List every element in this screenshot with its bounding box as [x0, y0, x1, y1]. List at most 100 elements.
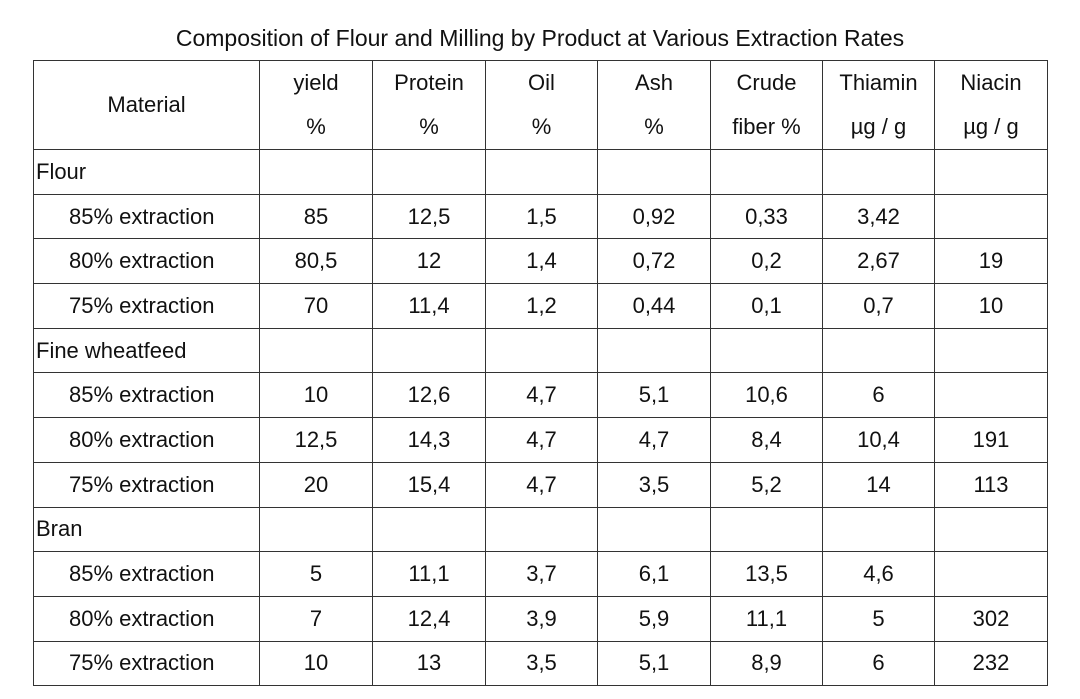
table-cell: [597, 506, 711, 553]
table-cell: 4,7: [485, 417, 598, 463]
table-cell: 0,7: [822, 283, 935, 329]
group-label: Flour: [33, 149, 260, 195]
table-cell: 6: [822, 372, 935, 419]
table-cell: 2,67: [822, 238, 935, 285]
table-cell: 19: [934, 238, 1048, 285]
table-cell: 10: [934, 283, 1048, 329]
table-row: 85% extraction 85 12,5 1,5 0,92 0,33 3,42: [33, 193, 1048, 240]
table-cell: 1,2: [485, 283, 598, 329]
table-cell: [822, 327, 935, 374]
table-cell: [710, 327, 823, 374]
table-cell: 3,42: [822, 193, 935, 240]
table-cell: 3,5: [485, 640, 598, 687]
table-cell: 11,1: [372, 551, 486, 597]
table-cell: [710, 149, 823, 195]
header-protein: Protein%: [372, 60, 486, 150]
row-label: 85% extraction: [33, 193, 260, 240]
table-cell: 8,4: [710, 417, 823, 463]
table-cell: 15,4: [372, 461, 486, 508]
table-cell: 70: [259, 283, 373, 329]
table-row: Flour: [33, 149, 1048, 195]
header-material: Material: [33, 60, 260, 150]
table-cell: 12,4: [372, 595, 486, 642]
table-cell: [934, 327, 1048, 374]
table-cell: 1,4: [485, 238, 598, 285]
table-cell: 12,5: [372, 193, 486, 240]
group-label: Fine wheatfeed: [33, 327, 260, 374]
table-cell: 5: [822, 595, 935, 642]
table-cell: 8,9: [710, 640, 823, 687]
table-cell: [597, 149, 711, 195]
table-cell: 14: [822, 461, 935, 508]
table-cell: [822, 149, 935, 195]
composition-table: Material yield% Protein% Oil% Ash% Crude…: [33, 60, 1048, 687]
table-row: 75% extraction 10 13 3,5 5,1 8,9 6 232: [33, 640, 1048, 687]
header-ash: Ash%: [597, 60, 711, 150]
row-label: 85% extraction: [33, 551, 260, 597]
table-cell: 4,7: [597, 417, 711, 463]
row-label: 85% extraction: [33, 372, 260, 419]
table-cell: [485, 327, 598, 374]
table-cell: [934, 149, 1048, 195]
header-oil: Oil%: [485, 60, 598, 150]
table-cell: 5,2: [710, 461, 823, 508]
header-row: Material yield% Protein% Oil% Ash% Crude…: [33, 60, 1048, 150]
table-row: 80% extraction 12,5 14,3 4,7 4,7 8,4 10,4 191: [33, 417, 1048, 463]
table-cell: 10: [259, 640, 373, 687]
table-cell: 5,1: [597, 372, 711, 419]
table-cell: [934, 193, 1048, 240]
table-cell: 10,4: [822, 417, 935, 463]
table-cell: [259, 149, 373, 195]
table-cell: 5: [259, 551, 373, 597]
table-cell: 0,44: [597, 283, 711, 329]
header-yield: yield%: [259, 60, 373, 150]
table-cell: 12,6: [372, 372, 486, 419]
table-cell: 4,7: [485, 461, 598, 508]
table-row: 80% extraction 7 12,4 3,9 5,9 11,1 5 302: [33, 595, 1048, 642]
table-cell: 12: [372, 238, 486, 285]
table-cell: [372, 149, 486, 195]
table-cell: 0,72: [597, 238, 711, 285]
table-cell: 232: [934, 640, 1048, 687]
table-row: 85% extraction 10 12,6 4,7 5,1 10,6 6: [33, 372, 1048, 419]
table-cell: 1,5: [485, 193, 598, 240]
table-cell: 11,4: [372, 283, 486, 329]
row-label: 80% extraction: [33, 595, 260, 642]
table-row: 75% extraction 20 15,4 4,7 3,5 5,2 14 113: [33, 461, 1048, 508]
table-cell: 13: [372, 640, 486, 687]
table-cell: 13,5: [710, 551, 823, 597]
table-cell: [822, 506, 935, 553]
table-cell: 5,9: [597, 595, 711, 642]
table-cell: 6,1: [597, 551, 711, 597]
table-cell: 3,7: [485, 551, 598, 597]
table-cell: 191: [934, 417, 1048, 463]
row-label: 80% extraction: [33, 238, 260, 285]
row-label: 75% extraction: [33, 640, 260, 687]
table-cell: 5,1: [597, 640, 711, 687]
table-cell: 4,7: [485, 372, 598, 419]
table-row: Fine wheatfeed: [33, 327, 1048, 374]
table-cell: 0,33: [710, 193, 823, 240]
table-cell: 4,6: [822, 551, 935, 597]
header-crude-fiber: Crude fiber %: [710, 60, 823, 150]
table-cell: 12,5: [259, 417, 373, 463]
table-cell: 0,92: [597, 193, 711, 240]
table-cell: [372, 506, 486, 553]
table-cell: 7: [259, 595, 373, 642]
table-cell: 3,5: [597, 461, 711, 508]
table-cell: 6: [822, 640, 935, 687]
table-cell: [934, 372, 1048, 419]
table-cell: 0,1: [710, 283, 823, 329]
header-niacin: Niacin µg / g: [934, 60, 1048, 150]
table-cell: 113: [934, 461, 1048, 508]
table-cell: [259, 506, 373, 553]
table-cell: [259, 327, 373, 374]
table-cell: [934, 506, 1048, 553]
table-title: Composition of Flour and Milling by Prod…: [175, 25, 905, 51]
table-cell: 0,2: [710, 238, 823, 285]
table-cell: [485, 506, 598, 553]
table-row: Bran: [33, 506, 1048, 553]
table-row: 80% extraction 80,5 12 1,4 0,72 0,2 2,67 19: [33, 238, 1048, 285]
table-cell: 80,5: [259, 238, 373, 285]
table-cell: 10: [259, 372, 373, 419]
